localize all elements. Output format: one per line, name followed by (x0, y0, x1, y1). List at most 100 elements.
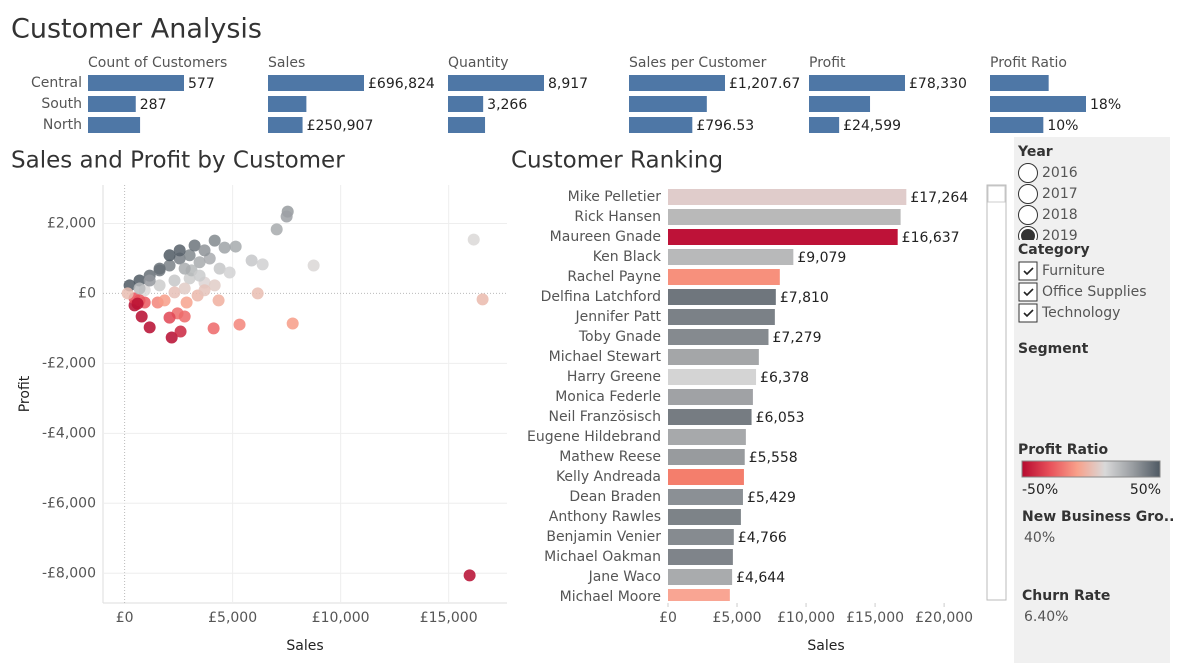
checkbox[interactable] (1018, 261, 1038, 281)
point (251, 287, 264, 300)
value-label: £6,378 (760, 370, 809, 386)
point (207, 322, 220, 335)
point (467, 233, 480, 246)
x-axis-label: Sales (286, 638, 323, 654)
point (245, 254, 258, 267)
bar (629, 75, 725, 91)
point (229, 240, 242, 253)
bar (668, 189, 907, 205)
point (476, 293, 489, 306)
point (153, 279, 166, 292)
value-label: £696,824 (368, 76, 435, 92)
kpi-value: 6.40% (1024, 609, 1068, 625)
value-label: £24,599 (843, 118, 901, 134)
point (168, 286, 181, 299)
radio[interactable] (1018, 205, 1038, 225)
scrollbar[interactable] (986, 184, 1007, 601)
bar (268, 117, 303, 133)
x-tick-label: £20,000 (915, 610, 973, 626)
bar (668, 449, 745, 465)
customer-name: Jane Waco (588, 569, 661, 585)
checkbox-label[interactable]: Furniture (1042, 263, 1105, 279)
x-tick-label: £15,000 (420, 610, 478, 626)
value-label: 287 (140, 97, 167, 113)
measure-header: Quantity (448, 55, 509, 71)
bar (668, 369, 757, 385)
customer-name: Monica Federle (555, 389, 661, 405)
filter-title: Year (1017, 144, 1053, 160)
checkbox[interactable] (1018, 282, 1038, 302)
point (280, 210, 293, 223)
sidebar (1014, 137, 1170, 663)
checkbox-label[interactable]: Office Supplies (1042, 284, 1147, 300)
bar (629, 96, 707, 112)
bar (88, 75, 184, 91)
scroll-thumb[interactable] (987, 185, 1006, 203)
bar (88, 96, 136, 112)
bar (668, 529, 734, 545)
bar (668, 309, 775, 325)
point (143, 321, 156, 334)
value-label: 8,917 (548, 76, 588, 92)
radio-label[interactable]: 2017 (1042, 186, 1078, 202)
y-tick-label: -£4,000 (42, 425, 96, 441)
value-label: £17,264 (910, 190, 968, 206)
radio-label[interactable]: 2016 (1042, 165, 1078, 181)
point (153, 262, 166, 275)
customer-name: Michael Stewart (549, 349, 662, 365)
value-label: £9,079 (797, 250, 846, 266)
checkbox[interactable] (1018, 303, 1038, 323)
point (168, 274, 181, 287)
customer-name: Rick Hansen (574, 209, 661, 225)
point (158, 294, 171, 307)
bar (668, 389, 753, 405)
radio[interactable] (1018, 163, 1038, 183)
bar (88, 117, 141, 133)
checkbox-label[interactable]: Technology (1041, 305, 1120, 321)
bar (668, 429, 746, 445)
x-tick-label: £0 (116, 610, 134, 626)
value-label: £1,207.67 (729, 76, 800, 92)
filter-title: Category (1018, 242, 1090, 258)
chart-title: Customer Ranking (511, 148, 723, 174)
x-tick-label: £0 (659, 610, 677, 626)
radio-label[interactable]: 2019 (1042, 228, 1078, 244)
point (163, 249, 176, 262)
point (163, 311, 176, 324)
kpi-label: Churn Rate (1022, 588, 1110, 604)
bar (668, 569, 733, 585)
radio[interactable] (1018, 184, 1038, 204)
radio-dot (1021, 229, 1035, 240)
bar (668, 469, 744, 485)
legend-min: -50% (1022, 482, 1058, 498)
point (198, 244, 211, 257)
point (223, 266, 236, 279)
value-label: £7,279 (772, 330, 821, 346)
radio-label[interactable]: 2018 (1042, 207, 1078, 223)
bar (668, 329, 769, 345)
value-label: £16,637 (902, 230, 960, 246)
bar (448, 96, 484, 112)
point (218, 241, 231, 254)
kpi-value: 40% (1024, 530, 1055, 546)
customer-name: Maureen Gnade (550, 229, 661, 245)
value-label: £4,644 (736, 570, 785, 586)
y-axis-label: Profit (17, 375, 33, 412)
point (180, 296, 193, 309)
point (208, 279, 221, 292)
bar (629, 117, 693, 133)
point (165, 331, 178, 344)
point (178, 282, 191, 295)
point (208, 234, 221, 247)
bar (668, 509, 741, 525)
value-label: £5,429 (747, 490, 796, 506)
point (135, 310, 148, 323)
kpi-label: New Business Gro.. (1022, 509, 1174, 525)
bar (448, 75, 544, 91)
point (198, 284, 211, 297)
customer-name: Michael Oakman (544, 549, 661, 565)
y-tick-label: -£6,000 (42, 495, 96, 511)
value-label: £4,766 (738, 530, 787, 546)
point (307, 259, 320, 272)
